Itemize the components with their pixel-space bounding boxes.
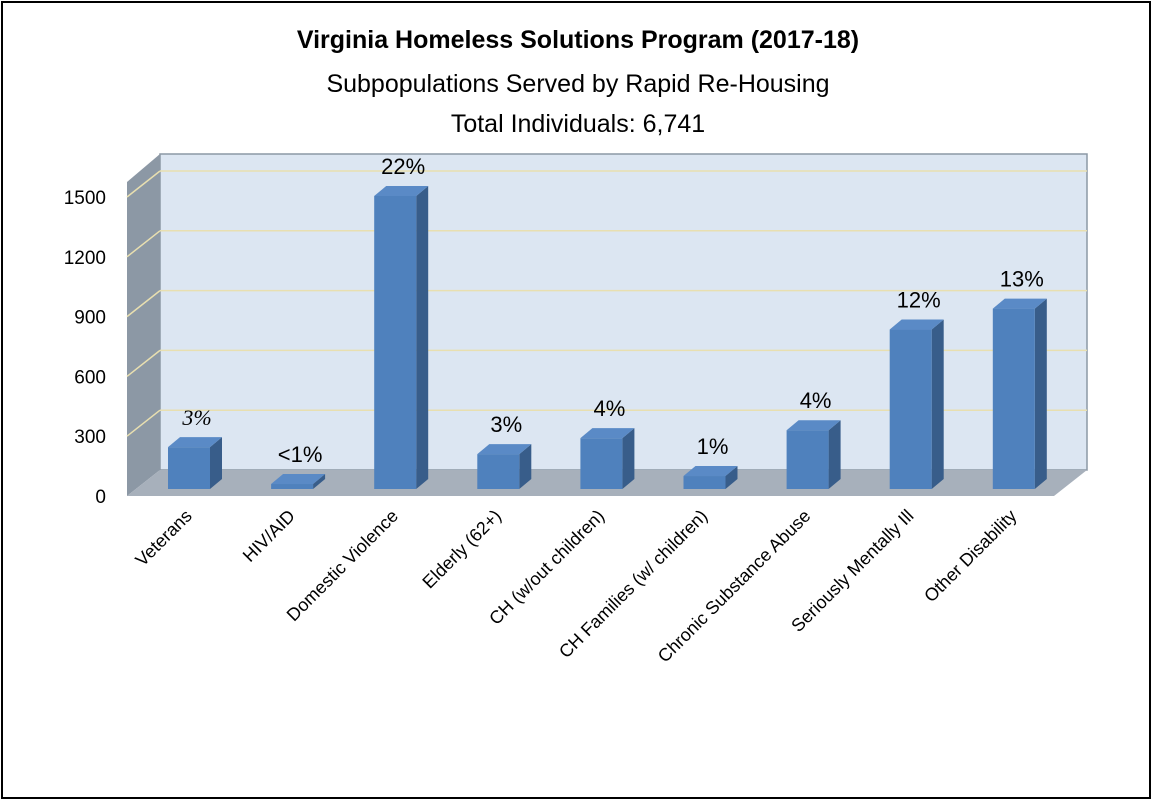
chart-title: Virginia Homeless Solutions Program (201… — [296, 26, 860, 54]
chart-subtitle-line-1: Subpopulations Served by Rapid Re-Housin… — [326, 70, 830, 98]
y-tick-label: 1200 — [64, 248, 106, 269]
bar-top-face — [683, 466, 738, 477]
bar — [168, 437, 222, 489]
x-tick-label: Elderly (62+) — [418, 506, 505, 593]
gridlines — [126, 170, 1087, 437]
bar-front-face — [374, 195, 417, 490]
bar-top-face — [374, 185, 429, 196]
data-label: 4% — [594, 396, 626, 421]
bars: 3% <1% 22% 3% 4% 1% 4% 12% 13% — [168, 154, 1047, 490]
bar-front-face — [786, 430, 829, 489]
data-label: <1% — [278, 442, 323, 467]
bar — [786, 420, 841, 489]
bar-front-face — [271, 484, 314, 489]
bar — [374, 185, 429, 490]
x-tick-label: CH (w/out children) — [485, 506, 608, 629]
bar — [580, 428, 635, 489]
bar-side-face — [210, 437, 222, 489]
bar-side-face — [622, 428, 635, 489]
y-tick-label: 600 — [74, 367, 106, 388]
x-tick-label: Other Disability — [920, 506, 1020, 606]
chart-back-wall — [159, 153, 1088, 471]
bar-top-face — [786, 420, 841, 431]
bar — [889, 319, 944, 489]
y-tick-label: 900 — [74, 308, 106, 329]
bar-side-face — [725, 466, 738, 489]
x-tick-label: HIV/AID — [239, 506, 299, 566]
bar — [477, 444, 532, 489]
data-label: 4% — [800, 388, 832, 413]
gridline-side — [126, 349, 161, 377]
bar-top-face — [271, 474, 326, 485]
bar-front-face — [580, 438, 623, 489]
data-label: 13% — [1000, 267, 1044, 292]
y-tick-label: 1500 — [64, 188, 106, 209]
bar-side-face — [828, 420, 841, 489]
data-label: 22% — [381, 154, 425, 179]
bar — [992, 298, 1047, 489]
gridline-side — [126, 290, 161, 318]
y-axis: 0 300 600 900 1200 1500 — [64, 188, 106, 508]
bar-front-face — [477, 454, 520, 489]
bar-front-face — [168, 447, 210, 489]
data-label: 1% — [697, 434, 729, 459]
gridline-side — [126, 230, 161, 258]
data-label: 3% — [490, 412, 522, 437]
x-tick-label: Veterans — [131, 506, 195, 570]
data-label: 12% — [897, 288, 941, 313]
bar-front-face — [992, 308, 1035, 489]
bar-top-face — [992, 298, 1047, 309]
bar — [683, 466, 738, 489]
gridline-side — [126, 170, 161, 198]
chart-subtitle-line-2: Total Individuals: 6,741 — [450, 110, 706, 138]
bar — [271, 474, 326, 489]
bar-side-face — [519, 444, 532, 489]
y-tick-label: 300 — [74, 427, 106, 448]
bar-side-face — [1034, 298, 1047, 489]
bar-top-face — [477, 444, 532, 455]
data-label: 3% — [181, 405, 211, 430]
bar-top-face — [580, 428, 635, 439]
bar-front-face — [889, 329, 932, 489]
y-tick-label: 0 — [95, 487, 106, 508]
bar-side-face — [313, 474, 326, 489]
bar-top-face — [889, 319, 944, 330]
bar-top-face — [168, 437, 222, 448]
bar-side-face — [931, 319, 944, 489]
x-tick-label: Domestic Violence — [283, 506, 402, 625]
gridline-side — [126, 409, 161, 437]
chart-side-wall — [127, 154, 160, 496]
bar-front-face — [683, 476, 726, 489]
bar-side-face — [416, 185, 429, 490]
